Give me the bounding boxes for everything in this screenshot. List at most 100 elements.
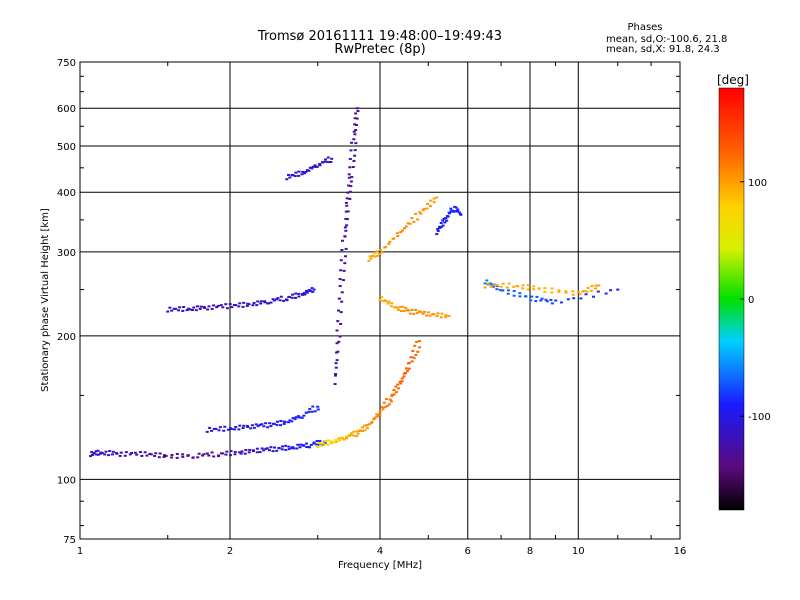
trace-point	[338, 285, 342, 288]
trace-point	[398, 380, 402, 383]
trace-point	[168, 306, 172, 309]
trace-point	[414, 353, 418, 356]
trace-point	[387, 300, 391, 303]
trace-point	[297, 295, 301, 298]
trace-point	[287, 295, 291, 298]
trace-point	[352, 430, 356, 433]
colorbar-tick-label: 0	[748, 295, 754, 306]
trace-point	[237, 305, 241, 308]
trace-point	[296, 443, 300, 446]
trace-point	[524, 295, 528, 298]
trace-point	[306, 445, 310, 448]
trace-point	[350, 432, 354, 435]
trace-point	[170, 309, 174, 312]
trace-point	[310, 287, 314, 290]
trace-point	[532, 285, 536, 288]
trace-point	[378, 248, 382, 251]
trace-point	[410, 217, 414, 220]
trace-point	[205, 452, 209, 455]
trace-point	[318, 439, 322, 442]
trace-point	[96, 453, 100, 456]
trace-point	[339, 322, 343, 325]
trace-point	[507, 282, 511, 285]
trace-point	[353, 117, 357, 120]
trace-point	[298, 446, 302, 449]
trace-point	[133, 451, 137, 454]
trace-point	[360, 426, 364, 429]
trace-point	[342, 269, 346, 272]
trace-point	[308, 408, 312, 411]
trace-point	[344, 210, 348, 213]
trace-point	[275, 423, 279, 426]
trace-point	[110, 453, 114, 456]
trace-point	[530, 295, 534, 298]
trace-point	[435, 196, 439, 199]
trace-point	[597, 284, 601, 287]
trace-point	[347, 173, 351, 176]
trace-point	[299, 416, 303, 419]
trace-point	[394, 385, 398, 388]
trace-point	[526, 284, 530, 287]
trace-point	[360, 430, 364, 433]
trace-point	[442, 217, 446, 220]
trace-point	[114, 452, 118, 455]
trace-point	[353, 133, 357, 136]
trace-point	[248, 448, 252, 451]
trace-point	[233, 453, 237, 456]
trace-point	[291, 417, 295, 420]
trace-point	[559, 301, 563, 304]
trace-point	[287, 448, 291, 451]
trace-point	[337, 340, 341, 343]
trace-point	[338, 439, 342, 442]
trace-point	[123, 454, 127, 457]
trace-point	[207, 454, 211, 457]
trace-point	[218, 426, 222, 429]
trace-point	[453, 205, 457, 208]
trace-point	[387, 403, 391, 406]
trace-point	[421, 312, 425, 315]
trace-point	[326, 443, 330, 446]
trace-point	[512, 285, 516, 288]
trace-point	[425, 314, 429, 317]
trace-point	[404, 225, 408, 228]
trace-point	[228, 427, 232, 430]
trace-point	[225, 450, 229, 453]
trace-point	[346, 210, 350, 213]
trace-point	[262, 449, 266, 452]
trace-point	[241, 305, 245, 308]
trace-point	[283, 420, 287, 423]
trace-point	[518, 295, 522, 298]
trace-point	[175, 452, 179, 455]
trace-point	[392, 393, 396, 396]
trace-point	[309, 290, 313, 293]
trace-point	[275, 298, 279, 301]
trace-point	[404, 307, 408, 310]
trace-point	[221, 306, 225, 309]
trace-point	[363, 424, 367, 427]
trace-point	[318, 164, 322, 167]
trace-point	[413, 344, 417, 347]
trace-point	[394, 391, 398, 394]
trace-point	[229, 450, 233, 453]
trace-point	[238, 424, 242, 427]
trace-point	[190, 309, 194, 312]
trace-point	[549, 298, 553, 301]
trace-point	[441, 219, 445, 222]
trace-point	[358, 429, 362, 432]
trace-point	[282, 299, 286, 302]
trace-point	[329, 161, 333, 164]
trace-point	[564, 290, 568, 293]
trace-point	[276, 420, 280, 423]
trace-point	[417, 340, 421, 343]
trace-point	[239, 452, 243, 455]
trace-point	[426, 203, 430, 206]
trace-point	[103, 453, 107, 456]
trace-point	[335, 342, 339, 345]
trace-point	[400, 377, 404, 380]
trace-point	[263, 300, 267, 303]
trace-point	[402, 372, 406, 375]
trace-point	[596, 290, 600, 293]
trace-point	[336, 350, 340, 353]
trace-point	[269, 425, 273, 428]
trace-point	[118, 454, 122, 457]
